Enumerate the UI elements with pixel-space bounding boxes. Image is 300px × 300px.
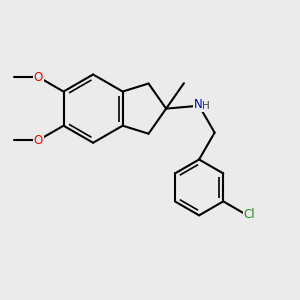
Text: O: O — [34, 134, 43, 147]
Text: N: N — [194, 98, 203, 111]
Text: O: O — [34, 70, 43, 84]
Text: H: H — [202, 101, 210, 111]
Text: Cl: Cl — [244, 208, 256, 221]
